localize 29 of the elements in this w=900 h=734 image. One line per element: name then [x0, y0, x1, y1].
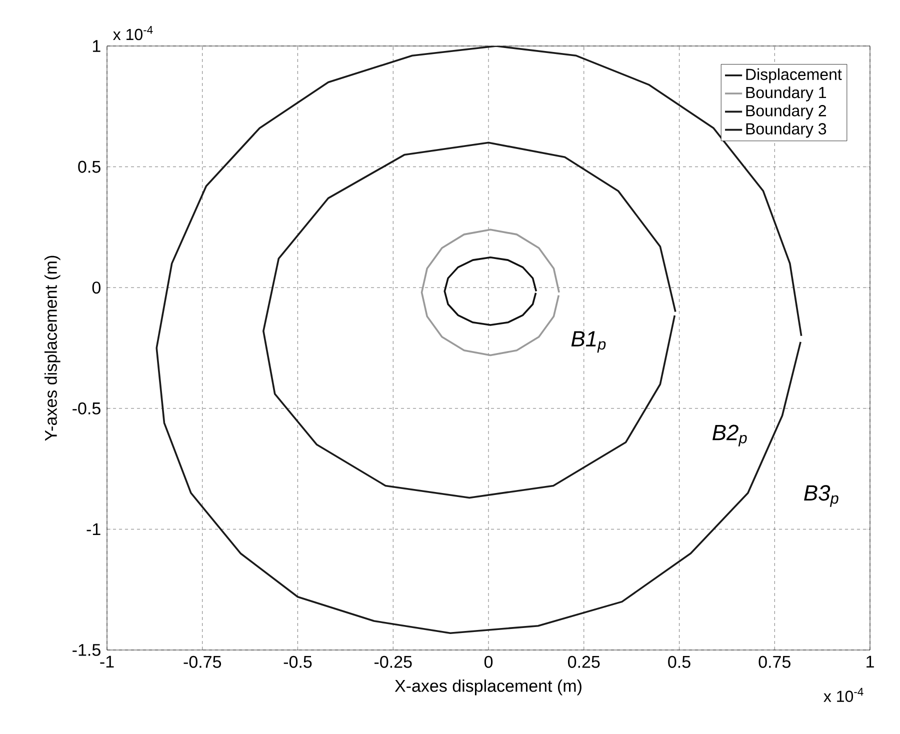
text: x 10$^{-4}$ — [824, 688, 864, 702]
y-tick-label: -0.5 — [72, 402, 100, 414]
y-tick-label: -1.5 — [72, 644, 100, 656]
y-tick-label: 0 — [92, 282, 100, 294]
x-tick-label: -1 — [100, 656, 114, 668]
x-tick-label: -0.25 — [374, 656, 412, 668]
legend-label: Boundary 2 — [746, 104, 826, 120]
x-axis-title: X-axes displacement (m) — [394, 679, 582, 696]
line-series — [444, 256, 538, 326]
annotation: B2$_{p}$ — [712, 424, 747, 446]
x-tick-label: 0.25 — [568, 656, 600, 668]
legend-label: Boundary 3 — [746, 122, 826, 138]
x-tick-label: -0.75 — [184, 656, 222, 668]
annotation: B3$_{p}$ — [804, 485, 838, 507]
legend-label: Boundary 1 — [746, 86, 826, 102]
x-tick-label: -0.5 — [284, 656, 312, 668]
x-tick-label: 1 — [866, 656, 874, 668]
x-tick-label: 0.5 — [668, 656, 690, 668]
y-tick-label: 1 — [92, 40, 100, 52]
y-tick-label: 0.5 — [78, 160, 100, 173]
y-tick-label: -1 — [86, 523, 100, 536]
annotation: B1$_{p}$ — [571, 331, 606, 353]
x-tick-label: 0.75 — [758, 656, 790, 668]
line-series — [420, 228, 560, 356]
y-axis-title: Y-axes displacement (m) — [44, 256, 60, 441]
legend-label: Displacement — [746, 68, 842, 84]
text: x 10$^{-4}$ — [113, 26, 153, 40]
line-series — [262, 142, 676, 499]
x-tick-label: 0 — [484, 656, 493, 668]
